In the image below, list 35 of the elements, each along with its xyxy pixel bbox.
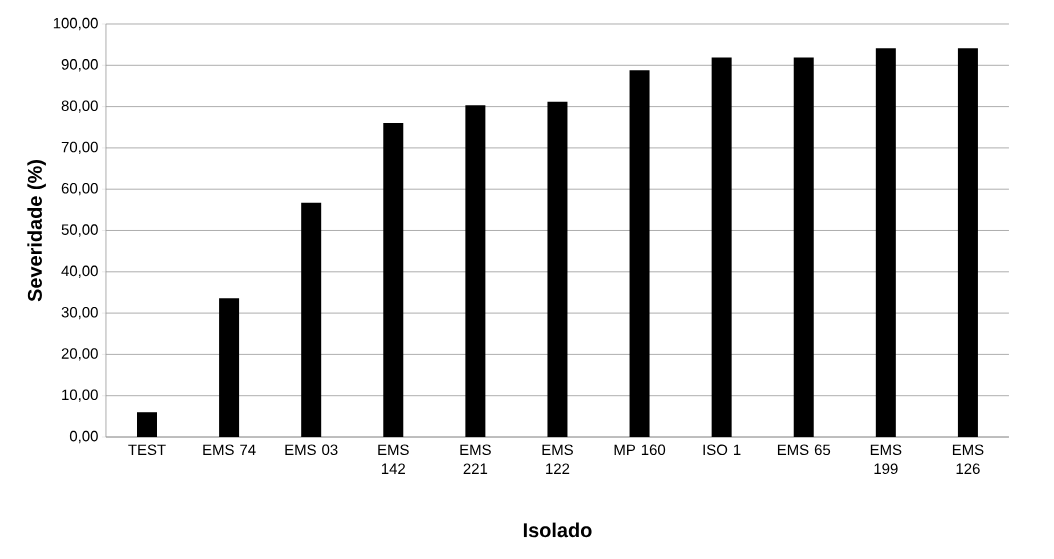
- x-tick-label: EMS 126: [952, 444, 984, 475]
- bar: [957, 48, 978, 437]
- x-tick-label: EMS 03: [285, 444, 338, 456]
- x-tick-label: TEST: [128, 444, 166, 456]
- bar: [793, 57, 814, 437]
- bar: [301, 202, 322, 437]
- x-tick-label: ISO 1: [703, 444, 741, 456]
- y-tick-label: 10,00: [62, 389, 98, 402]
- x-tick-label: EMS 221: [460, 444, 491, 474]
- bar: [137, 412, 157, 437]
- bar: [629, 70, 650, 437]
- bar: [219, 298, 240, 437]
- y-axis-title: Severidade (%): [27, 160, 46, 302]
- bar: [711, 57, 732, 437]
- y-tick-label: 90,00: [61, 59, 98, 72]
- x-tick-label: EMS 122: [542, 444, 573, 474]
- y-tick-label: 40,00: [61, 265, 98, 278]
- y-tick-label: 50,00: [61, 224, 98, 237]
- y-tick-label: 70,00: [61, 141, 98, 155]
- bar: [875, 48, 896, 437]
- y-tick-label: 0,00: [69, 430, 98, 444]
- x-tick-label: EMS 142: [378, 444, 409, 474]
- x-tick-label: EMS 74: [203, 444, 256, 456]
- bar: [547, 101, 568, 437]
- bar: [465, 105, 486, 437]
- x-axis-title: Isolado: [523, 522, 592, 538]
- y-tick-label: 80,00: [61, 100, 98, 113]
- bar: [383, 123, 404, 437]
- x-tick-label: MP 160: [614, 444, 666, 456]
- y-tick-label: 100,00: [53, 17, 98, 31]
- x-tick-label: EMS 199: [870, 444, 902, 475]
- y-tick-label: 60,00: [61, 183, 98, 196]
- y-tick-label: 20,00: [61, 348, 98, 361]
- x-tick-label: EMS 65: [777, 444, 831, 456]
- y-tick-label: 30,00: [61, 306, 98, 320]
